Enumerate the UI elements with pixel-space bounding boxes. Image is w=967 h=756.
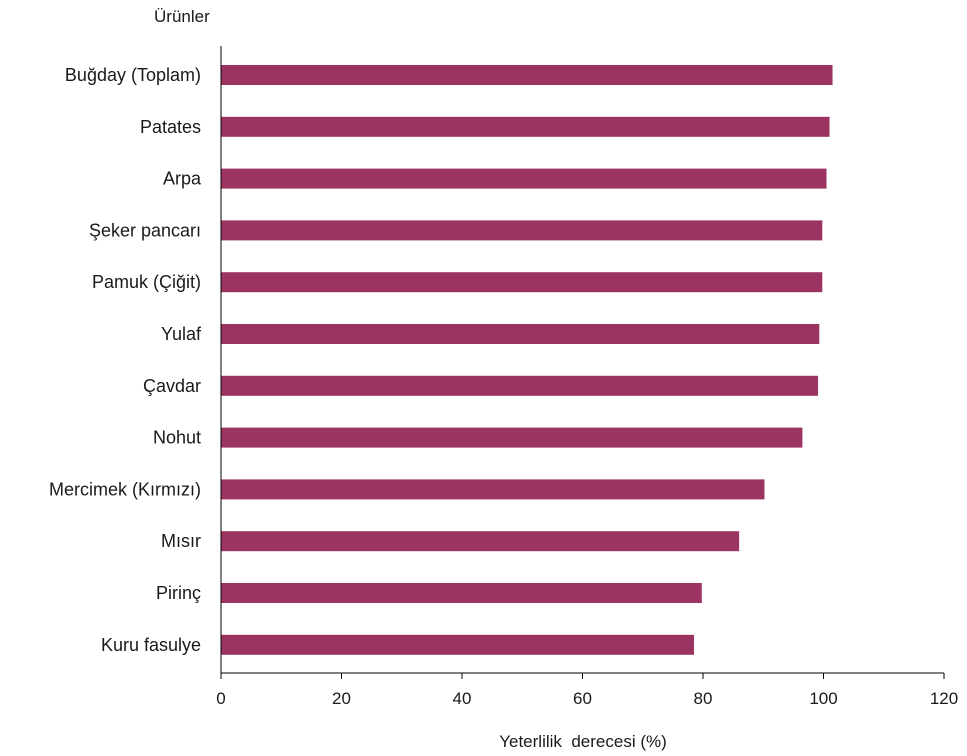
category-labels-group: Buğday (Toplam) Patates Arpa Şeker pancarı P… [49, 65, 202, 655]
y-axis-title: Ürünler [154, 7, 210, 26]
bar [221, 116, 830, 137]
x-tick-label: 0 [216, 689, 225, 708]
category-label: Buğday (Toplam) [65, 65, 201, 85]
bar [221, 324, 820, 344]
x-tick-label: 20 [332, 689, 351, 708]
x-tick-label: 40 [453, 689, 472, 708]
bar [221, 272, 823, 293]
category-label: Arpa [163, 169, 202, 189]
bar [221, 375, 819, 396]
bar [221, 479, 765, 500]
category-label: Patates [140, 117, 201, 137]
bar [221, 168, 827, 189]
x-ticks-group: 0 20 40 60 80 100 120 [216, 673, 958, 708]
category-label: Kuru fasulye [101, 635, 201, 655]
category-label: Mısır [161, 531, 201, 551]
category-label: Pirinç [156, 583, 201, 603]
x-axis-title: Yeterlilik derecesi (%) [499, 732, 667, 751]
category-label: Mercimek (Kırmızı) [49, 479, 201, 499]
bar [221, 634, 694, 655]
bar [221, 65, 833, 85]
bar [221, 427, 803, 448]
category-label: Çavdar [143, 376, 201, 396]
category-label: Şeker pancarı [89, 220, 201, 240]
bar [221, 220, 823, 241]
x-tick-label: 120 [930, 689, 958, 708]
x-tick-label: 60 [573, 689, 592, 708]
bar [221, 583, 702, 603]
x-tick-label: 80 [694, 689, 713, 708]
bars-group [221, 65, 833, 655]
category-label: Pamuk (Çiğit) [92, 272, 201, 292]
bar [221, 531, 740, 552]
x-tick-label: 100 [809, 689, 837, 708]
category-label: Yulaf [161, 324, 202, 344]
category-label: Nohut [153, 428, 201, 448]
